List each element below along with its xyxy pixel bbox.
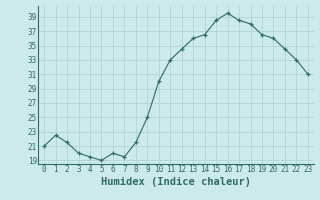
X-axis label: Humidex (Indice chaleur): Humidex (Indice chaleur) (101, 177, 251, 187)
